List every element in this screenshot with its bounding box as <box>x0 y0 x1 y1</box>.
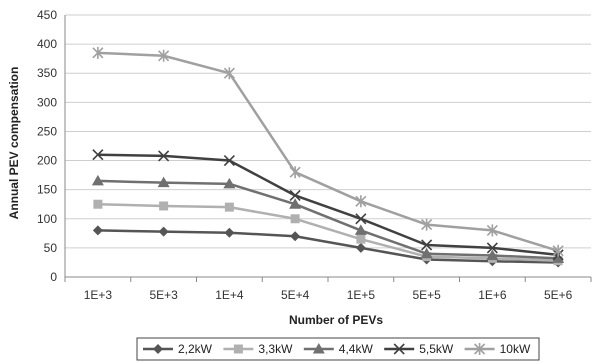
series-10kW <box>92 46 564 257</box>
legend-box <box>136 337 540 361</box>
x-axis-title: Number of PEVs <box>289 313 383 327</box>
data-point-10kW-1E+3 <box>92 46 104 59</box>
y-tick-label: 400 <box>37 37 57 51</box>
data-point-10kW-5E+3 <box>158 49 170 62</box>
series-line <box>97 179 559 260</box>
data-point-10kW-5E+6 <box>552 244 564 257</box>
data-point-3,3kW-1E+3 <box>93 199 103 209</box>
series-5,5kW <box>92 149 564 261</box>
data-point-5,5kW-1E+6 <box>486 242 498 254</box>
x-tick-label: 5E+3 <box>149 288 178 302</box>
legend-item: 3,3kW <box>223 342 293 356</box>
data-point-4,4kW-1E+5 <box>354 224 367 235</box>
data-point-10kW-5E+4 <box>289 166 301 179</box>
data-point-3,3kW-1E+4 <box>224 202 234 212</box>
data-point-5,5kW-1E+4 <box>223 154 235 167</box>
data-point-4,4kW-5E+6 <box>552 252 565 263</box>
data-point-5,5kW-1E+5 <box>355 213 367 225</box>
data-point-legend-5,5kW <box>393 343 405 355</box>
y-tick-label: 100 <box>37 212 57 226</box>
y-tick-label: 450 <box>37 8 57 22</box>
series-line <box>97 153 559 257</box>
data-point-5,5kW-5E+5 <box>421 239 433 251</box>
y-axis-ticks: 0 50 100 150 200 250 300 350 400 450 <box>37 8 57 284</box>
data-point-10kW-1E+5 <box>355 195 367 208</box>
x-tick-label: 1E+5 <box>347 288 376 302</box>
x-tick-label: 1E+3 <box>84 288 113 302</box>
y-tick-label: 300 <box>37 95 57 109</box>
y-tick-label: 350 <box>37 66 57 80</box>
legend-label: 3,3kW <box>258 342 293 356</box>
data-point-5,5kW-5E+3 <box>158 150 170 162</box>
data-point-2,2kW-1E+4 <box>224 227 235 238</box>
data-point-4,4kW-1E+3 <box>91 174 104 186</box>
data-point-2,2kW-5E+4 <box>290 231 301 242</box>
series-line <box>97 229 559 264</box>
legend-item: 5,5kW <box>384 342 454 356</box>
y-tick-label: 250 <box>37 124 57 138</box>
data-point-5,5kW-5E+4 <box>289 189 301 202</box>
data-point-2,2kW-1E+5 <box>355 242 366 253</box>
data-point-legend-10kW <box>474 343 486 355</box>
x-tick-label: 5E+4 <box>281 288 310 302</box>
data-point-4,4kW-5E+3 <box>157 176 170 188</box>
legend-item: 4,4kW <box>303 342 374 356</box>
data-point-10kW-1E+4 <box>223 67 235 80</box>
legend-label: 2,2kW <box>178 342 213 356</box>
legend-label: 5,5kW <box>419 342 454 356</box>
data-point-legend-4,4kW <box>312 343 325 354</box>
legend-item: 2,2kW <box>143 342 213 356</box>
data-point-4,4kW-5E+5 <box>420 247 433 259</box>
x-axis-ticks: 1E+3 5E+3 1E+4 5E+4 1E+5 5E+5 1E+6 5E+6 <box>64 277 592 302</box>
data-point-10kW-1E+6 <box>486 224 498 237</box>
y-axis-title: Annual PEV compensation <box>7 67 21 220</box>
data-point-legend-3,3kW <box>233 344 243 354</box>
data-point-3,3kW-1E+5 <box>356 234 366 244</box>
data-point-2,2kW-5E+3 <box>158 226 169 237</box>
series-line <box>97 51 559 252</box>
data-point-4,4kW-1E+6 <box>486 249 499 260</box>
data-point-4,4kW-1E+4 <box>223 177 236 189</box>
data-point-3,3kW-5E+3 <box>159 201 169 211</box>
y-tick-label: 200 <box>37 154 57 168</box>
x-tick-label: 1E+6 <box>478 288 507 302</box>
data-point-4,4kW-5E+4 <box>289 198 302 209</box>
data-point-2,2kW-1E+3 <box>92 225 103 236</box>
x-tick-label: 5E+6 <box>544 288 573 302</box>
data-point-3,3kW-5E+4 <box>290 214 300 224</box>
legend-label: 4,4kW <box>339 342 374 356</box>
series-layer <box>91 46 565 268</box>
y-tick-label: 150 <box>37 183 57 197</box>
series-line <box>97 202 559 262</box>
legend: 2,2kW 3,3kW 4,4kW 5,5kW 10kW <box>136 337 540 361</box>
data-point-10kW-5E+5 <box>421 218 433 231</box>
x-tick-label: 1E+4 <box>215 288 244 302</box>
y-tick-label: 0 <box>50 270 57 284</box>
grid-lines <box>64 14 591 278</box>
x-tick-label: 5E+5 <box>412 288 441 302</box>
series-4,4kW <box>91 174 565 263</box>
y-tick-label: 50 <box>44 241 58 255</box>
legend-label: 10kW <box>500 342 531 356</box>
data-point-5,5kW-1E+3 <box>92 149 104 161</box>
legend-item: 10kW <box>464 342 531 356</box>
data-point-legend-2,2kW <box>153 344 163 354</box>
